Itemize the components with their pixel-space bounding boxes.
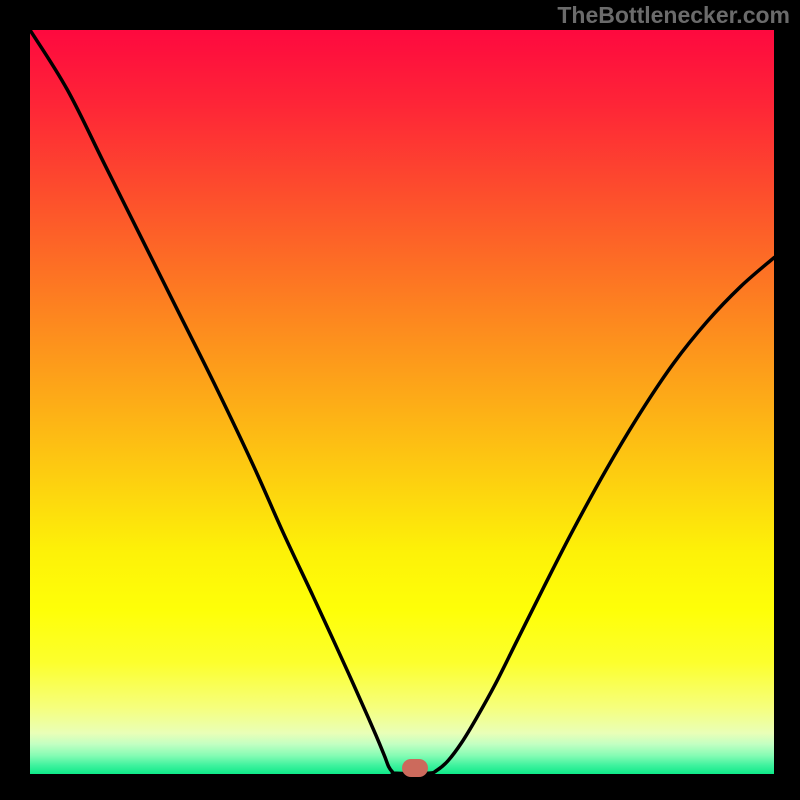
plot-area [30, 30, 774, 774]
bottleneck-curve [30, 30, 774, 774]
attribution-label: TheBottlenecker.com [557, 2, 790, 29]
curve-layer [30, 30, 774, 774]
optimum-marker [402, 759, 428, 777]
chart-container: TheBottlenecker.com [0, 0, 800, 800]
